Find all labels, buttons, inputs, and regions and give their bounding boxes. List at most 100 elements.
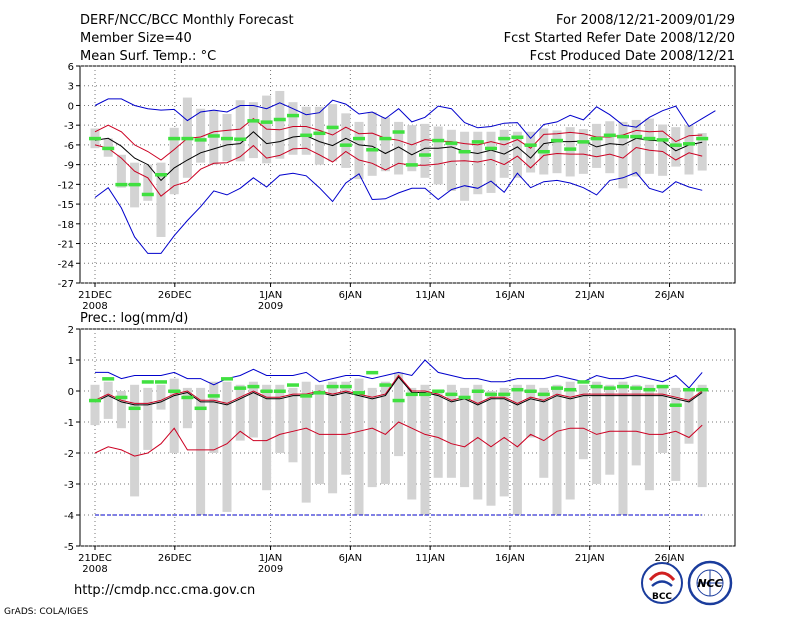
prec-median-mark (353, 391, 365, 395)
temp-member-range-box (618, 121, 628, 189)
prec-x-tick-year: 2009 (258, 564, 283, 575)
prec-member-range-box (539, 387, 549, 478)
prec-median-mark (234, 386, 247, 390)
temp-median-mark (181, 136, 194, 141)
prec-x-tick-label: 26DEC (158, 553, 192, 564)
prec-median-mark (287, 383, 299, 387)
prec-median-mark (656, 384, 669, 389)
temp-member-range-box (420, 123, 430, 178)
temp-median-mark (511, 135, 524, 140)
temp-median-mark (458, 149, 471, 154)
prec-member-range-box (116, 391, 126, 429)
temp-median-mark (656, 138, 669, 142)
temp-member-range-box (354, 121, 364, 180)
temp-member-range-box (486, 131, 496, 193)
temp-median-mark (287, 113, 299, 118)
prec-median-mark (643, 387, 656, 392)
temp-median-mark (392, 130, 405, 134)
temp-member-range-box (248, 102, 258, 159)
chart-title: DERF/NCC/BCC Monthly Forecast (80, 13, 294, 28)
prec-member-range-box (658, 384, 668, 453)
prec-median-mark (603, 386, 616, 390)
prec-member-range-box (262, 384, 272, 491)
prec-median-mark (405, 392, 418, 397)
ncc-logo-text: NCC (697, 577, 722, 590)
temp-member-range-box (156, 162, 166, 237)
prec-member-range-box (169, 378, 179, 453)
prec-median-mark (590, 384, 603, 389)
prec-x-tick-label: 16JAN (495, 553, 525, 564)
prec-median-mark (260, 389, 273, 393)
prec-median-mark (168, 389, 181, 393)
temp-member-range-box (116, 154, 126, 188)
prec-member-range-box (565, 381, 575, 500)
temp-median-mark (696, 136, 709, 141)
prec-member-range-box (644, 384, 654, 491)
prec-member-range-box (367, 387, 377, 488)
temp-y-tick-label: -15 (58, 200, 74, 211)
prec-median-mark (511, 387, 524, 392)
temp-member-range-box (446, 129, 456, 191)
prec-member-range-box (631, 384, 641, 466)
temp-member-range-box (143, 164, 153, 201)
temp-median-mark (128, 182, 141, 187)
prec-median-mark (617, 384, 629, 389)
prec-median-mark (339, 384, 352, 389)
prec-y-tick-label: -1 (64, 418, 74, 429)
prec-member-range-box (552, 384, 562, 515)
temp-median-mark (326, 125, 339, 130)
bcc-logo: BCC (641, 562, 683, 604)
prec-x-tick-label: 1JAN (259, 553, 282, 564)
temp-median-mark (485, 146, 497, 151)
temp-median-mark (617, 134, 629, 139)
temp-median-mark (89, 136, 101, 141)
temp-median-mark (551, 138, 563, 143)
prec-member-range-box (446, 384, 456, 478)
temp-x-tick-label: 26JAN (655, 290, 685, 301)
prec-member-range-box (697, 384, 707, 488)
temp-median-mark (221, 136, 233, 141)
prec-median-mark (221, 377, 233, 381)
prec-member-range-box (407, 387, 417, 500)
prec-median-mark (155, 380, 167, 384)
temp-median-mark (498, 136, 511, 141)
member-size: Member Size=40 (80, 31, 192, 46)
temp-median-mark (339, 143, 352, 147)
temp-member-range-box (407, 125, 417, 172)
prec-y-tick-label: -3 (64, 480, 74, 491)
prec-y-tick-label: 0 (68, 387, 74, 398)
forecast-produced-date: Fcst Produced Date 2008/12/21 (530, 49, 735, 64)
temp-member-range-box (314, 106, 324, 165)
temp-median-mark (366, 148, 379, 152)
prec-median-mark (141, 380, 154, 384)
temp-median-mark (564, 147, 577, 151)
temp-member-range-box (433, 126, 443, 185)
prec-median-mark (102, 377, 115, 381)
prec-member-range-box (328, 381, 338, 494)
prec-median-mark (524, 389, 537, 393)
prec-median-mark (683, 387, 695, 392)
temp-median-mark (669, 143, 682, 147)
prec-series-upper (94, 374, 703, 404)
temp-median-mark (643, 136, 656, 141)
temp-median-mark (683, 142, 695, 146)
prec-median-mark (273, 389, 286, 393)
prec-median-mark (326, 384, 339, 389)
temp-x-tick-label: 21JAN (575, 290, 605, 301)
prec-median-mark (392, 398, 405, 403)
prec-median-mark (89, 398, 101, 403)
source-url[interactable]: http://cmdp.ncc.cma.gov.cn (74, 583, 255, 598)
temp-series-max (94, 98, 716, 140)
temp-member-range-box (380, 117, 390, 172)
prec-median-mark (471, 389, 484, 393)
prec-median-mark (458, 395, 471, 400)
temp-member-range-box (578, 129, 588, 174)
temp-median-mark (194, 138, 207, 142)
temp-y-tick-label: -21 (58, 240, 74, 251)
prec-x-tick-label: 11JAN (415, 553, 445, 564)
prec-series-ensmean (94, 376, 703, 406)
temp-member-range-box (644, 118, 654, 174)
prec-member-range-box (394, 372, 404, 457)
prec-y-tick-label: 2 (68, 325, 74, 336)
